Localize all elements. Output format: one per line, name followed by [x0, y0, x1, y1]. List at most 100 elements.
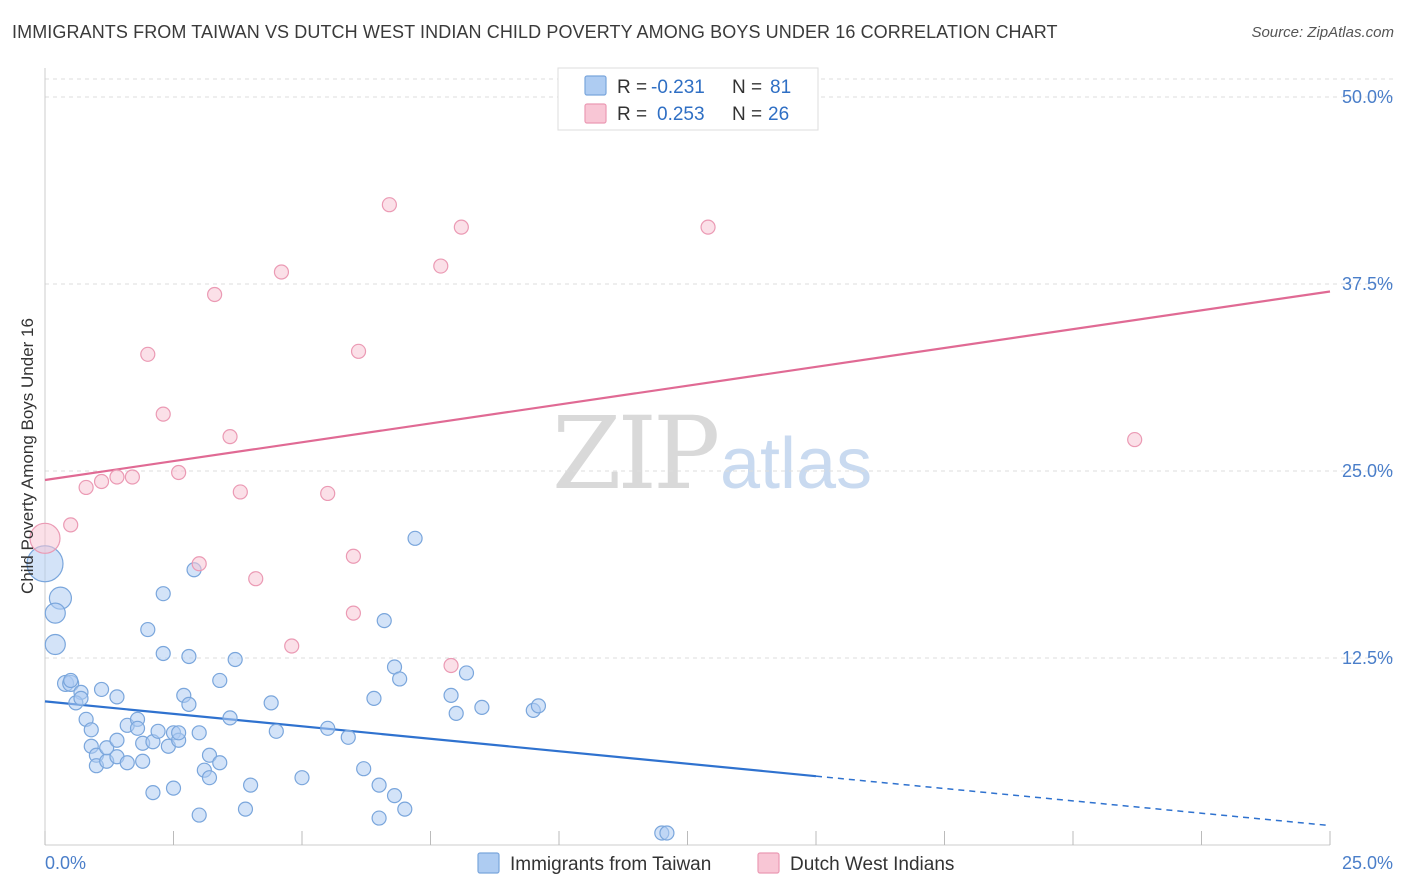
legend-r-value-taiwan: -0.231: [651, 77, 705, 98]
grid: [45, 78, 1395, 659]
point-taiwan-50: [227, 651, 243, 668]
point-taiwan-58: [356, 761, 372, 777]
legend-r-label-taiwan: R =: [617, 77, 647, 98]
watermark-atlas: atlas: [720, 424, 872, 504]
point-taiwan-61: [371, 777, 387, 793]
trend-line-taiwan-extension: [815, 775, 1331, 827]
point-taiwan-47: [212, 755, 228, 771]
bottom-legend-swatch-taiwan: [477, 852, 500, 874]
point-dutch-24: [700, 219, 716, 235]
legend-r-value-dutch: 0.253: [657, 104, 705, 125]
point-taiwan-59: [366, 690, 382, 706]
point-dutch-8: [171, 464, 187, 481]
point-dutch-21: [433, 258, 449, 274]
point-taiwan-27: [145, 785, 161, 801]
point-dutch-19: [350, 343, 367, 359]
point-taiwan-57: [340, 729, 356, 745]
point-taiwan-43: [191, 725, 207, 741]
point-taiwan-49: [222, 710, 238, 726]
point-taiwan-53: [263, 695, 279, 711]
point-dutch-1: [63, 517, 79, 533]
point-taiwan-51: [237, 801, 254, 817]
point-taiwan-24: [129, 720, 146, 736]
point-taiwan-55: [294, 770, 310, 786]
point-taiwan-52: [243, 777, 259, 793]
point-taiwan-12: [73, 690, 89, 706]
data-points: [26, 197, 1143, 841]
point-taiwan-54: [268, 723, 284, 739]
point-taiwan-37: [171, 725, 187, 741]
point-taiwan-26: [135, 753, 151, 769]
watermark-zip: ZIP: [552, 395, 717, 512]
point-taiwan-65: [392, 671, 408, 687]
point-taiwan-39: [181, 696, 197, 712]
point-taiwan-68: [443, 687, 459, 704]
chart-title: IMMIGRANTS FROM TAIWAN VS DUTCH WEST IND…: [12, 22, 1058, 42]
point-dutch-18: [345, 548, 361, 564]
point-dutch-12: [232, 484, 248, 500]
point-dutch-9: [191, 556, 207, 572]
trend-line-taiwan: [44, 700, 817, 778]
point-taiwan-2: [44, 602, 66, 624]
legend-n-label-dutch: N =: [732, 104, 762, 125]
point-dutch-7: [155, 406, 171, 422]
trend-lines: [44, 290, 1331, 827]
point-taiwan-40: [181, 648, 197, 665]
bottom-legend: Immigrants from Taiwan Dutch West Indian…: [477, 852, 954, 875]
point-taiwan-35: [165, 780, 182, 796]
legend-r-label-dutch: R =: [617, 104, 647, 125]
axes: [44, 68, 1331, 846]
point-dutch-20: [381, 197, 397, 213]
point-taiwan-67: [407, 530, 423, 546]
legend-swatch-taiwan: [584, 75, 607, 96]
y-axis-label: Child Poverty Among Boys Under 16: [18, 318, 37, 594]
point-taiwan-69: [448, 705, 464, 721]
legend-swatch-dutch: [584, 103, 607, 124]
point-dutch-22: [443, 657, 459, 674]
point-taiwan-32: [155, 586, 171, 602]
point-taiwan-56: [320, 720, 336, 736]
point-taiwan-3: [44, 633, 66, 656]
point-taiwan-13: [83, 722, 99, 738]
point-taiwan-66: [397, 801, 413, 817]
point-taiwan-18: [99, 740, 115, 756]
point-dutch-4: [109, 469, 125, 485]
point-taiwan-46: [201, 747, 218, 763]
point-taiwan-30: [140, 621, 156, 638]
point-dutch-5: [124, 469, 140, 485]
legend-n-label-taiwan: N =: [732, 77, 762, 98]
point-dutch-3: [93, 473, 110, 490]
point-dutch-25: [1127, 431, 1143, 448]
point-taiwan-70: [458, 665, 475, 681]
point-dutch-16: [320, 485, 336, 502]
point-taiwan-9: [109, 689, 125, 705]
point-taiwan-21: [119, 755, 135, 771]
point-taiwan-8: [93, 681, 110, 698]
point-dutch-2: [78, 479, 94, 496]
x-tick-label-0: 0.0%: [45, 853, 86, 873]
point-taiwan-31: [155, 645, 171, 662]
point-dutch-23: [453, 219, 469, 235]
legend-n-value-dutch: 26: [768, 104, 789, 125]
point-taiwan-6: [63, 672, 79, 689]
point-taiwan-42: [191, 807, 207, 823]
legend-box: R = -0.231 N = 81 R = 0.253 N = 26: [557, 67, 819, 131]
point-taiwan-20: [109, 732, 125, 748]
point-dutch-10: [207, 286, 223, 303]
point-taiwan-29: [150, 723, 166, 739]
point-dutch-17: [345, 605, 361, 621]
bottom-legend-label-taiwan: Immigrants from Taiwan: [510, 854, 711, 875]
bottom-legend-swatch-dutch: [757, 852, 780, 874]
point-dutch-15: [284, 638, 300, 654]
point-dutch-11: [222, 428, 238, 445]
trend-line-dutch: [44, 290, 1331, 482]
chart-source: Source: ZipAtlas.com: [1251, 24, 1394, 41]
y-tick-label-2: 37.5%: [1342, 274, 1393, 294]
point-taiwan-73: [530, 698, 547, 714]
tick-labels: 12.5% 25.0% 37.5% 50.0% 0.0% 25.0%: [45, 87, 1393, 873]
bottom-legend-label-dutch: Dutch West Indians: [790, 854, 954, 875]
point-taiwan-48: [212, 672, 228, 689]
y-tick-label-0: 12.5%: [1342, 648, 1393, 668]
point-dutch-14: [273, 264, 290, 280]
